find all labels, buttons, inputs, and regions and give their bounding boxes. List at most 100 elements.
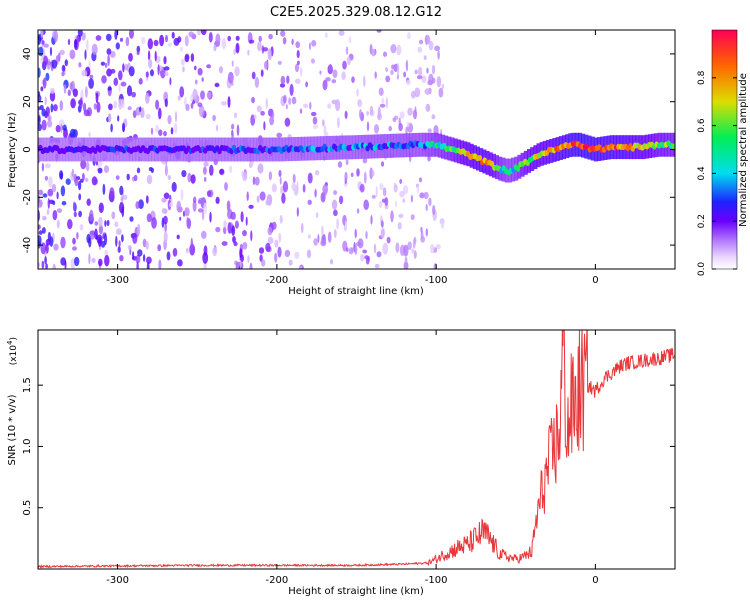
heatmap-noise-cell: [226, 200, 231, 212]
heatmap-noise-cell: [254, 76, 260, 88]
heatmap-noise-cell: [43, 55, 48, 66]
heatmap-noise-cell: [397, 222, 402, 230]
heatmap-noise-cell: [109, 50, 116, 58]
heatmap-noise-cell: [73, 211, 77, 218]
heatmap-noise-cell: [430, 243, 435, 254]
heatmap-noise-cell: [188, 31, 195, 38]
heatmap-noise-cell: [45, 106, 50, 117]
heatmap-noise-cell: [38, 123, 42, 132]
heatmap-noise-cell: [43, 43, 49, 48]
heatmap-noise-cell: [338, 30, 345, 36]
heatmap-noise-cell: [356, 88, 359, 97]
heatmap-noise-cell: [274, 239, 279, 248]
heatmap-noise-cell: [402, 185, 409, 195]
heatmap-noise-cell: [267, 236, 274, 245]
heatmap-noise-cell: [242, 172, 248, 182]
heatmap-noise-cell: [203, 202, 208, 215]
heatmap-noise-cell: [106, 68, 112, 77]
heatmap-noise-cell: [357, 238, 364, 249]
heatmap-noise-cell: [271, 183, 277, 193]
heatmap-noise-cell: [78, 62, 82, 68]
heatmap-noise-cell: [282, 37, 287, 45]
heatmap-noise-cell: [133, 174, 138, 182]
heatmap-noise-cell: [104, 220, 107, 227]
heatmap-noise-cell: [44, 175, 49, 181]
snr-x-label: Height of straight line (km): [288, 586, 424, 597]
heatmap-noise-cell: [215, 33, 221, 46]
spectrogram-y-label: Frequency (Hz): [7, 112, 18, 188]
heatmap-noise-cell: [177, 259, 183, 267]
y-tick-label: -40: [22, 237, 33, 253]
heatmap-noise-cell: [165, 34, 168, 43]
heatmap-noise-cell: [136, 167, 141, 174]
heatmap-noise-cell: [434, 45, 441, 52]
heatmap-noise-cell: [423, 191, 429, 199]
heatmap-noise-cell: [96, 101, 101, 113]
heatmap-noise-cell: [145, 113, 151, 120]
heatmap-noise-cell: [69, 82, 73, 90]
heatmap-noise-cell: [291, 182, 296, 191]
heatmap-noise-cell: [234, 220, 239, 229]
heatmap-noise-cell: [371, 194, 376, 199]
heatmap-noise-cell: [215, 196, 220, 204]
snr-y-ticks: 0.5 1.0 1.5: [22, 377, 675, 516]
heatmap-noise-cell: [374, 263, 380, 269]
heatmap-noise-cell: [412, 238, 416, 249]
heatmap-noise-cell: [253, 114, 257, 120]
heatmap-noise-cell: [142, 254, 146, 262]
heatmap-noise-cell: [74, 177, 79, 187]
heatmap-noise-cell: [94, 228, 98, 240]
heatmap-noise-cell: [61, 64, 66, 72]
heatmap-noise-cell: [427, 80, 433, 86]
heatmap-noise-cell: [396, 44, 402, 56]
heatmap-noise-cell: [344, 110, 348, 119]
heatmap-noise-cell: [307, 172, 313, 184]
heatmap-noise-cell: [137, 249, 143, 257]
heatmap-noise-cell: [77, 180, 82, 191]
heatmap-noise-cell: [79, 224, 84, 231]
heatmap-noise-cell: [232, 236, 236, 243]
heatmap-noise-cell: [260, 69, 264, 77]
heatmap-noise-cell: [47, 114, 52, 122]
heatmap-noise-cell: [257, 163, 264, 174]
heatmap-noise-cell: [204, 176, 207, 182]
heatmap-noise-cell: [321, 225, 324, 237]
heatmap-noise-cell: [252, 176, 256, 186]
heatmap-noise-cell: [38, 106, 41, 111]
heatmap-noise-cell: [158, 259, 162, 269]
heatmap-noise-cell: [42, 77, 47, 89]
heatmap-noise-cell: [47, 119, 53, 128]
heatmap-noise-cell: [312, 116, 318, 125]
heatmap-noise-cell: [437, 50, 440, 60]
heatmap-noise-cell: [167, 114, 172, 125]
heatmap-noise-cell: [399, 190, 405, 198]
heatmap-noise-cell: [229, 165, 233, 174]
heatmap-noise-cell: [417, 46, 423, 53]
spectrogram-x-ticks: -300 -200 -100 0: [106, 30, 599, 286]
y-tick-label: 1.5: [22, 377, 33, 393]
heatmap-noise-cell: [337, 117, 340, 128]
heatmap-noise-cell: [124, 64, 129, 71]
y-tick-label: 1.0: [22, 438, 33, 454]
heatmap-noise-cell: [410, 214, 415, 221]
heatmap-noise-cell: [221, 241, 228, 246]
heatmap-noise-cell: [223, 220, 227, 228]
heatmap-noise-cell: [385, 97, 388, 109]
heatmap-noise-cell: [197, 208, 204, 213]
heatmap-noise-cell: [309, 101, 312, 110]
heatmap-noise-cell: [300, 66, 303, 77]
heatmap-noise-cell: [170, 127, 174, 135]
heatmap-noise-cell: [396, 62, 400, 75]
heatmap-noise-cell: [67, 219, 73, 230]
heatmap-noise-cell: [113, 77, 119, 87]
heatmap-noise-cell: [194, 65, 197, 71]
heatmap-noise-cell: [294, 251, 300, 259]
heatmap-noise-cell: [236, 124, 240, 136]
colorbar-tick-label: 0.8: [697, 70, 707, 85]
heatmap-noise-cell: [185, 247, 189, 254]
heatmap-noise-cell: [425, 203, 428, 212]
heatmap-noise-cell: [219, 66, 223, 74]
heatmap-noise-cell: [38, 114, 41, 125]
heatmap-noise-cell: [232, 212, 236, 220]
heatmap-noise-cell: [179, 86, 185, 98]
